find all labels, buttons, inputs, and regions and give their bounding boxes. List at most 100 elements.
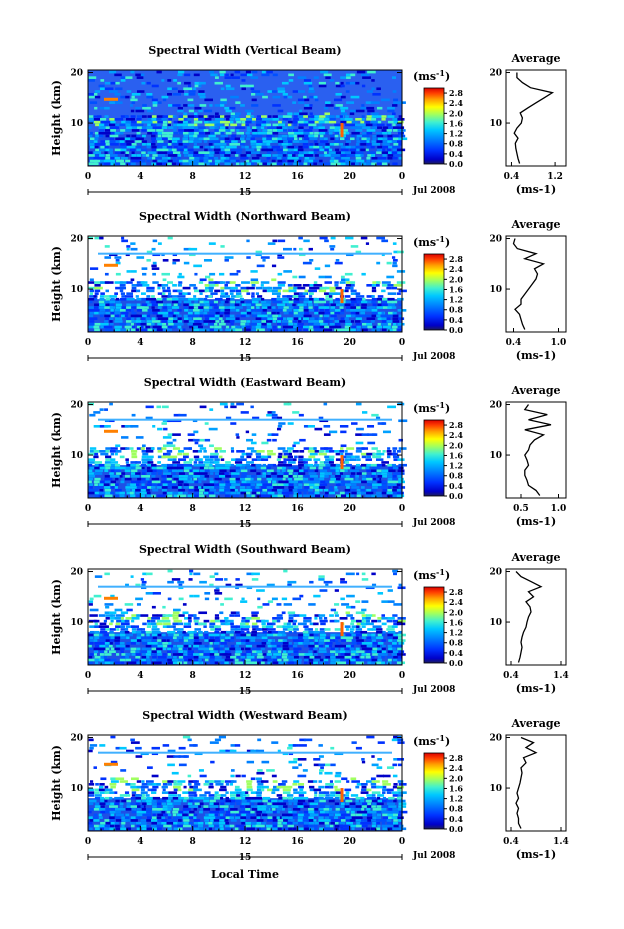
heatmap-cell [271,655,277,659]
heatmap-cell [324,320,332,323]
heatmap-cell [356,137,360,141]
heatmap-cell [114,256,122,259]
heatmap-cell [240,458,247,461]
heatmap-cell [147,486,153,489]
heatmap-cell [126,322,131,326]
heatmap-cell [261,625,267,628]
heatmap-cell [246,827,255,831]
heatmap-cell [198,281,204,284]
heatmap-cell [214,325,222,329]
heatmap-cell [88,633,96,637]
heatmap-cell [324,306,330,309]
heatmap-cell [137,477,142,481]
heatmap-cell [208,156,214,160]
heatmap-cell [183,819,190,822]
heatmap-cell [282,488,289,492]
heatmap-cell [313,284,323,287]
heatmap-cell [292,129,300,132]
heatmap-cell [187,802,193,806]
heatmap-cell [114,452,118,456]
heatmap-cell [339,491,345,495]
heatmap-cell [99,644,108,648]
heatmap-cell [387,447,391,450]
heatmap-cell [183,115,188,118]
heatmap-cell [372,802,381,806]
heatmap-cell [267,480,271,484]
heatmap-cell [235,466,244,470]
heatmap-cell [309,647,315,651]
heatmap-cell [350,622,355,626]
heatmap-cell [140,322,146,326]
heatmap-cell [250,633,260,637]
heatmap-cell [199,145,203,149]
heatmap-cell [276,162,284,166]
heatmap-cell [371,472,377,475]
heatmap-cell [362,802,369,806]
heatmap-cell [146,259,151,262]
heatmap-cell [360,463,368,467]
heatmap-cell [124,628,129,631]
heatmap-cell [99,647,107,651]
panel-1: Spectral Width (Vertical Beam)2010Height… [50,44,567,198]
heatmap-cell [391,644,399,648]
heatmap-cell [251,306,255,309]
heatmap-cell [283,650,287,653]
heatmap-cell [146,286,155,290]
heatmap-cell [345,162,353,166]
heatmap-cell [276,297,285,301]
heatmap-cell [241,463,248,467]
heatmap-cell [272,438,277,442]
heatmap-cell [250,821,258,825]
heatmap-cell [293,309,302,312]
heatmap-cell [171,300,179,304]
heatmap-cell [397,475,402,478]
heatmap-cell [199,802,204,806]
heatmap-cell [215,578,224,581]
heatmap-cell [335,93,342,96]
heatmap-cell [282,821,287,825]
heatmap-cell [375,827,381,831]
heatmap-cell [367,628,374,631]
heatmap-cell [309,821,315,825]
heatmap-cell [377,653,386,656]
heatmap-cell [204,458,214,461]
heatmap-cell [162,297,168,301]
heatmap-cell [188,120,192,124]
heatmap-cell [136,639,144,642]
heatmap-cell [183,655,191,659]
heatmap-cell [224,653,232,656]
heatmap-cell [319,286,328,290]
heatmap-cell [225,328,232,332]
heatmap-cell [277,650,282,653]
heatmap-cell [130,494,136,498]
heatmap-cell [88,151,93,154]
heatmap-cell [140,819,147,822]
heatmap-cell [110,486,115,489]
heatmap-cell [334,300,343,304]
heatmap-cell [208,159,212,163]
heatmap-cell [114,131,124,135]
heatmap-cell [273,463,277,467]
heatmap-cell [156,118,165,121]
heatmap-cell [219,314,223,318]
heatmap-cell [115,306,123,309]
heatmap-cell [298,633,305,637]
x-tick-label: 4 [137,338,143,348]
heatmap-cell [152,808,160,811]
heatmap-cell [124,475,130,478]
heatmap-cell [178,413,187,417]
x-tick-label: 0 [399,671,405,681]
heatmap-cell [135,642,140,645]
heatmap-cell [309,466,317,470]
heatmap-cell [349,328,356,332]
heatmap-cell [110,461,119,464]
heatmap-cell [325,805,333,808]
heatmap-cell [177,140,184,143]
heatmap-cell [287,458,295,461]
heatmap-cell [381,469,390,473]
heatmap-cell [393,98,399,102]
heatmap-cell [366,469,374,473]
colorbar-tick-label: 2.4 [449,430,463,440]
heatmap-cell [162,259,169,262]
heatmap-cell [387,154,395,157]
